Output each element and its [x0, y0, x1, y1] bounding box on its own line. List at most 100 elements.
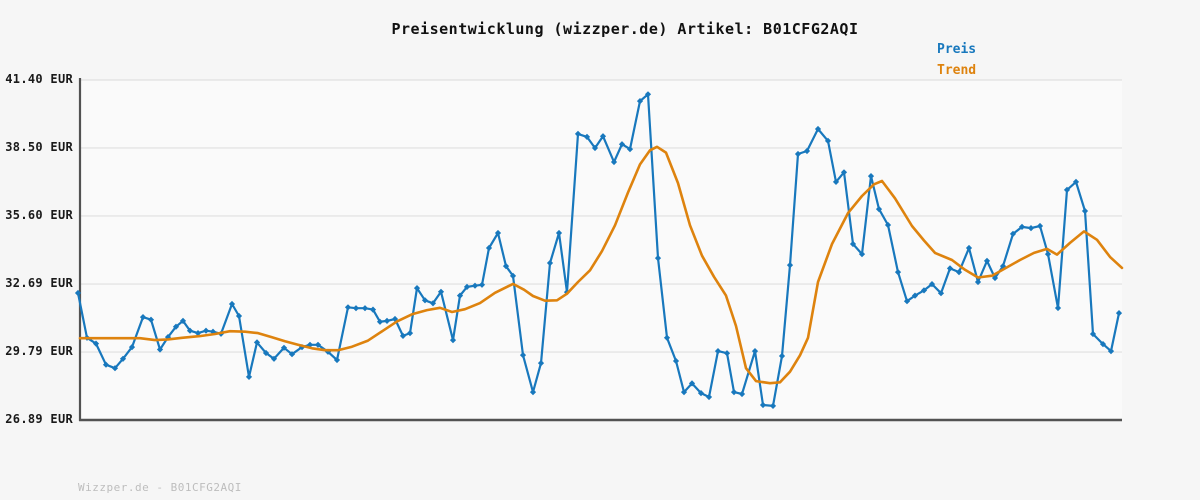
price-point-marker — [361, 305, 369, 312]
price-point-marker — [1036, 222, 1044, 230]
price-point-marker — [164, 334, 172, 341]
price-point-marker — [186, 327, 194, 334]
price-point-marker — [688, 380, 696, 387]
price-point-marker — [147, 316, 155, 323]
price-point-marker — [875, 206, 883, 213]
price-point-marker — [406, 330, 414, 337]
price-point-marker — [383, 317, 391, 324]
y-axis-tick-label: 38.50 EUR — [5, 139, 73, 154]
y-axis-tick-label: 41.40 EUR — [5, 72, 73, 86]
price-point-marker — [920, 287, 928, 294]
price-point-marker — [937, 290, 945, 297]
price-point-marker — [832, 178, 840, 185]
price-point-marker — [463, 283, 471, 290]
price-point-marker — [884, 221, 892, 229]
price-point-marker — [1054, 304, 1062, 312]
price-point-marker — [1009, 230, 1017, 237]
price-point-marker — [654, 255, 662, 262]
price-point-marker — [1107, 348, 1115, 355]
price-point-marker — [288, 351, 296, 358]
preis-line — [76, 93, 1121, 407]
price-point-marker — [803, 147, 811, 155]
price-point-marker — [840, 169, 848, 176]
price-point-marker — [626, 146, 634, 153]
price-point-marker — [537, 360, 545, 367]
price-point-marker — [529, 389, 537, 396]
price-point-marker — [991, 274, 999, 282]
price-point-marker — [376, 318, 384, 325]
price-point-marker — [555, 229, 563, 237]
watermark-text: Wizzper.de - B01CFG2AQI — [78, 481, 242, 494]
price-point-marker — [946, 265, 954, 272]
trend-line — [78, 145, 1124, 385]
chart-title: Preisentwicklung (wizzper.de) Artikel: B… — [391, 20, 859, 38]
price-point-marker — [421, 297, 429, 304]
price-point-marker — [102, 361, 110, 368]
price-point-marker — [983, 257, 991, 264]
y-axis-tick-label: 35.60 EUR — [5, 207, 73, 222]
price-point-marker — [672, 357, 680, 365]
price-point-marker — [478, 281, 486, 288]
price-point-marker — [280, 344, 288, 351]
price-point-marker — [111, 365, 119, 372]
price-point-marker — [262, 349, 270, 357]
price-point-marker — [769, 402, 777, 409]
price-point-marker — [1027, 225, 1035, 232]
price-point-marker — [759, 401, 767, 409]
price-point-marker — [730, 389, 738, 396]
price-point-marker — [413, 285, 421, 292]
price-point-marker — [456, 292, 464, 299]
price-point-marker — [1099, 341, 1107, 348]
price-point-marker — [858, 251, 866, 258]
price-point-marker — [705, 393, 713, 401]
price-point-marker — [849, 240, 857, 248]
price-point-marker — [352, 305, 360, 312]
price-point-marker — [509, 272, 517, 279]
price-point-marker — [867, 173, 875, 180]
price-point-marker — [494, 229, 502, 237]
price-point-marker — [723, 350, 731, 357]
price-point-marker — [502, 263, 510, 270]
price-point-marker — [228, 300, 236, 308]
price-point-marker — [429, 300, 437, 307]
price-point-marker — [253, 339, 261, 346]
price-point-marker — [999, 263, 1007, 270]
price-point-marker — [965, 244, 973, 252]
price-point-marker — [156, 346, 164, 353]
y-axis-tick-label: 29.79 EUR — [5, 344, 73, 359]
price-point-marker — [955, 269, 963, 276]
price-point-marker — [485, 244, 493, 252]
price-point-marker — [974, 278, 982, 286]
price-point-marker — [1115, 310, 1123, 317]
y-axis-tick-label: 26.89 EUR — [5, 412, 73, 426]
price-point-marker — [314, 341, 322, 348]
legend-item-trend: Trend — [937, 63, 977, 78]
price-point-marker — [911, 292, 919, 299]
y-axis-tick-label: 32.69 EUR — [5, 276, 73, 291]
price-point-marker — [636, 98, 644, 105]
price-point-marker — [519, 352, 527, 359]
price-point-marker — [194, 330, 202, 337]
price-point-marker — [399, 332, 407, 339]
price-point-marker — [333, 356, 341, 364]
price-point-marker — [574, 130, 582, 137]
price-point-marker — [618, 141, 626, 148]
price-point-marker — [449, 337, 457, 344]
legend-item-preis: Preis — [937, 42, 977, 57]
price-point-marker — [778, 352, 786, 360]
price-point-marker — [794, 150, 802, 158]
price-point-marker — [202, 327, 210, 334]
price-point-marker — [546, 259, 554, 267]
price-point-marker — [119, 355, 127, 362]
price-point-marker — [663, 334, 671, 341]
price-point-marker — [128, 344, 136, 351]
price-point-marker — [644, 91, 652, 98]
price-point-marker — [92, 340, 100, 347]
price-point-marker — [583, 133, 591, 140]
price-point-marker — [751, 348, 759, 355]
price-point-marker — [824, 137, 832, 144]
price-point-marker — [471, 282, 479, 289]
price-point-marker — [1063, 186, 1071, 193]
price-point-marker — [714, 348, 722, 355]
